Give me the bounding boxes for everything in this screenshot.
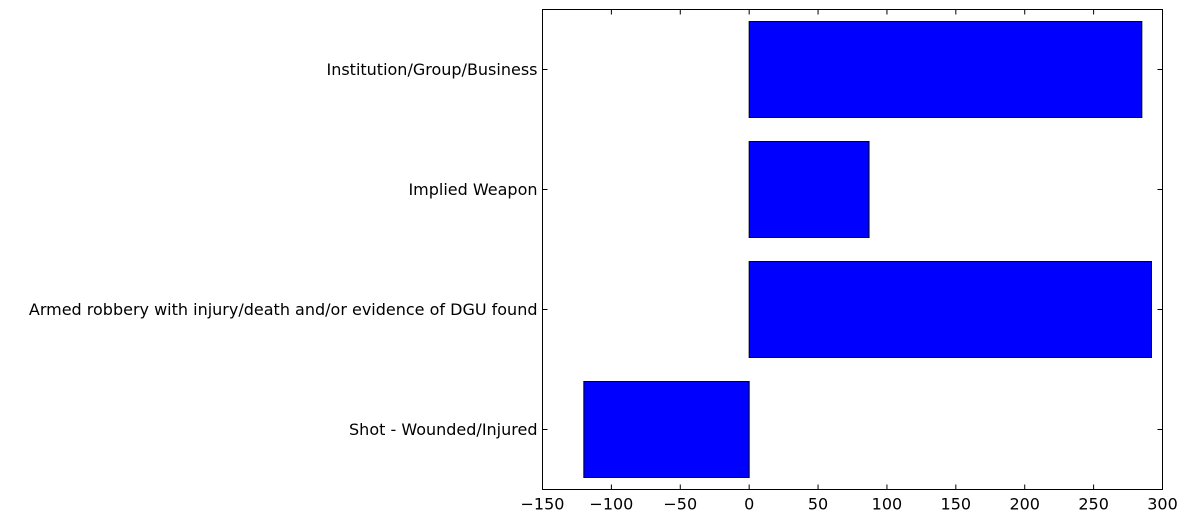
x-tick-label-7: 200 (1009, 495, 1040, 514)
x-tick-label-9: 300 (1147, 495, 1178, 514)
bar-3 (748, 21, 1143, 118)
x-tick-label-2: −50 (663, 495, 697, 514)
bars-group (583, 21, 1152, 478)
x-tick-label-8: 250 (1078, 495, 1109, 514)
y-tick-label-3: Institution/Group/Business (326, 60, 537, 79)
ticks-group (542, 9, 1163, 490)
y-tick-labels: Shot - Wounded/Injured Armed robbery with… (29, 60, 538, 439)
bar-0 (583, 381, 750, 478)
x-tick-label-3: 0 (744, 495, 754, 514)
y-tick-label-1: Armed robbery with injury/death and/or e… (29, 300, 538, 319)
x-tick-label-6: 150 (941, 495, 972, 514)
x-tick-label-5: 100 (872, 495, 903, 514)
x-tick-labels: −150 −100 −50 0 50 100 150 200 250 300 (521, 495, 1178, 514)
x-tick-label-4: 50 (808, 495, 828, 514)
bar-1 (748, 261, 1152, 358)
x-tick-label-1: −100 (589, 495, 633, 514)
x-tick-label-0: −150 (521, 495, 565, 514)
y-tick-label-0: Shot - Wounded/Injured (349, 420, 537, 439)
bar-2 (748, 141, 870, 238)
y-tick-label-2: Implied Weapon (408, 180, 537, 199)
plot-frame (542, 9, 1163, 490)
